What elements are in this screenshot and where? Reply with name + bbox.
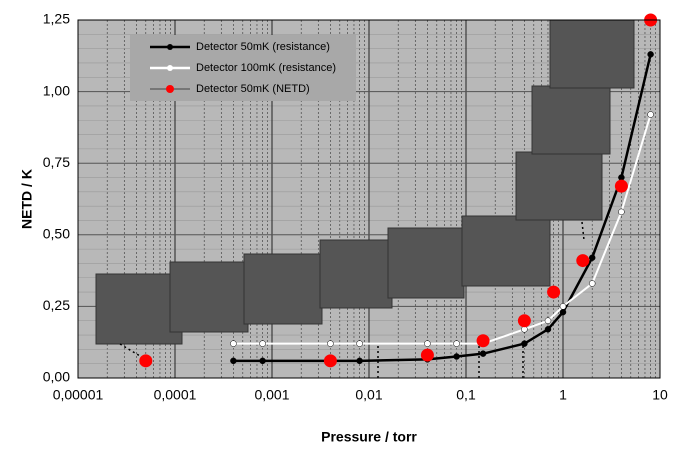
data-point (588, 254, 596, 261)
legend-marker (166, 85, 174, 93)
x-tick-label: 10 (652, 387, 668, 403)
data-point (259, 357, 266, 365)
data-point (424, 340, 431, 347)
y-tick-label: 0,00 (43, 369, 70, 385)
thermal-image (549, 19, 635, 89)
data-point (356, 357, 363, 365)
data-point (588, 280, 596, 287)
data-point (476, 334, 490, 348)
y-tick-label: 1,00 (43, 82, 70, 98)
legend-marker (167, 44, 173, 50)
data-point (647, 51, 654, 58)
data-point (544, 317, 552, 324)
thermal-image (319, 239, 393, 309)
x-tick-label: 1 (559, 387, 567, 403)
y-tick-label: 0,25 (43, 297, 70, 313)
plot-border (77, 19, 661, 379)
x-tick-label: 0,01 (355, 387, 382, 403)
data-point (420, 348, 434, 362)
data-point (327, 340, 334, 347)
data-point (618, 208, 625, 216)
data-point (323, 354, 337, 368)
data-point (521, 340, 528, 347)
x-tick-label: 0,00001 (53, 387, 104, 403)
thermal-image (461, 215, 551, 287)
legend-label: Detector 100mK (resistance) (196, 62, 336, 74)
data-point (479, 350, 487, 357)
thermal-image (169, 261, 249, 333)
legend-label: Detector 50mK (resistance) (196, 41, 330, 53)
y-tick-label: 1,25 (43, 11, 70, 27)
legend-label: Detector 50mK (NETD) (196, 83, 310, 95)
leader-line (119, 343, 141, 357)
data-point (517, 314, 531, 328)
plot (139, 13, 658, 368)
data-point (356, 340, 363, 347)
data-point (614, 179, 628, 193)
leader-line (581, 221, 585, 241)
thermal-image (95, 273, 183, 345)
data-point (230, 357, 237, 365)
thermal-images (95, 19, 635, 345)
thermal-image (243, 253, 323, 325)
data-point (453, 340, 460, 347)
data-point (647, 111, 654, 118)
thermal-image (531, 85, 611, 155)
x-tick-label: 0,0001 (154, 387, 197, 403)
legend-marker (167, 65, 173, 71)
data-point (559, 303, 567, 310)
data-point (139, 354, 153, 368)
data-point (559, 308, 567, 316)
data-point (576, 254, 590, 268)
data-point (230, 340, 237, 347)
x-tick-label: 0,1 (456, 387, 476, 403)
thermal-image (387, 227, 465, 299)
data-point (453, 353, 460, 360)
y-tick-label: 0,75 (43, 154, 70, 170)
thermal-image (515, 151, 603, 221)
x-axis-label: Pressure / torr (321, 429, 417, 445)
data-point (259, 340, 266, 347)
legend-entries: Detector 50mK (resistance) Detector 100mK… (150, 41, 336, 95)
x-tick-label: 0,001 (254, 387, 289, 403)
y-tick-label: 0,50 (43, 226, 70, 242)
data-point (544, 326, 552, 333)
y-axis-label: NETD / K (19, 169, 35, 229)
data-point (547, 285, 561, 299)
